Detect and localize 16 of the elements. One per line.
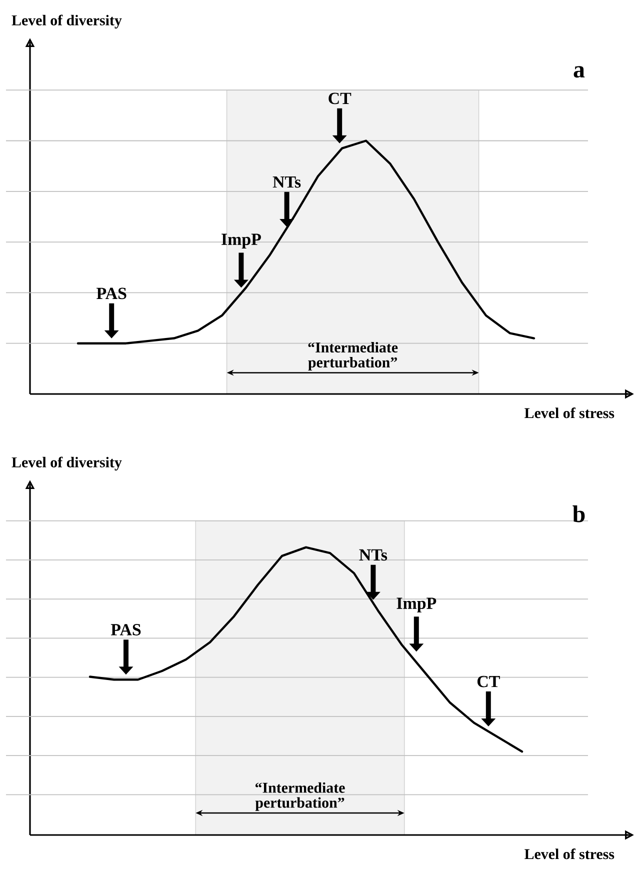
- annotation: NTs: [359, 549, 388, 561]
- text: a: [574, 66, 585, 78]
- annotation: NTs: [272, 176, 301, 188]
- x-axis-title: Level of stress: [524, 408, 614, 418]
- annotation: ImpP: [396, 598, 436, 612]
- text: b: [572, 505, 585, 522]
- annotation: ImpP: [222, 234, 261, 249]
- y-axis-title: Level of diversity: [12, 14, 122, 28]
- annotation: PAS: [96, 288, 126, 300]
- text: CT: [328, 92, 352, 104]
- annotation: “Intermediate perturbation”: [255, 782, 345, 811]
- y-axis-title: Level of diversity: [12, 456, 122, 470]
- annotation: CT: [477, 676, 500, 688]
- annotation: PAS: [110, 624, 141, 636]
- x-axis-title: Level of stress: [524, 848, 614, 860]
- annotation: “Intermediate perturbation”: [308, 342, 398, 371]
